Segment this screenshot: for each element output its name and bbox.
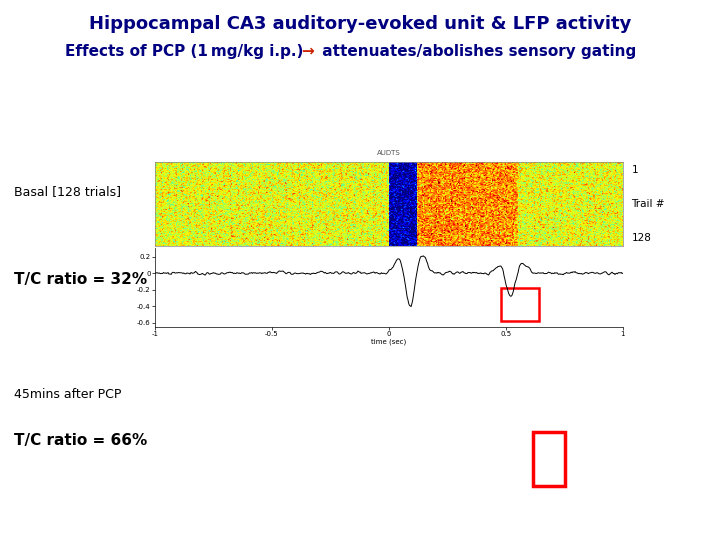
- Text: 1: 1: [631, 165, 638, 175]
- Bar: [501, 288, 539, 321]
- Text: →: →: [301, 44, 314, 59]
- Text: Hippocampal CA3 auditory-evoked unit & LFP activity: Hippocampal CA3 auditory-evoked unit & L…: [89, 15, 631, 33]
- Text: Basal [128 trials]: Basal [128 trials]: [14, 185, 122, 198]
- Text: T/C ratio = 32%: T/C ratio = 32%: [14, 272, 148, 287]
- Text: T/C ratio = 66%: T/C ratio = 66%: [14, 433, 148, 448]
- X-axis label: time (sec): time (sec): [372, 338, 406, 345]
- Text: attenuates/abolishes sensory gating: attenuates/abolishes sensory gating: [317, 44, 636, 59]
- Text: Effects of PCP (1 mg/kg i.p.): Effects of PCP (1 mg/kg i.p.): [65, 44, 308, 59]
- Text: 128: 128: [631, 233, 652, 243]
- Text: 45mins after PCP: 45mins after PCP: [14, 388, 122, 401]
- Bar: [533, 432, 565, 486]
- Text: Trail #: Trail #: [631, 199, 665, 209]
- Text: AUDTS: AUDTS: [377, 150, 400, 156]
